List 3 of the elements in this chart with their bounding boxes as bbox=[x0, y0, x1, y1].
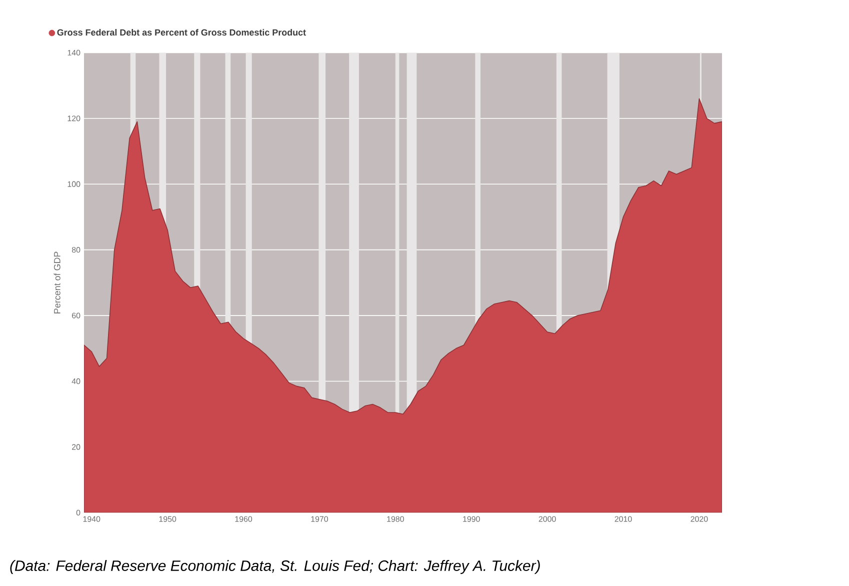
y-axis-title: Percent of GDP bbox=[54, 252, 60, 314]
text: (Data: Federal Reserve Economic Data, St. Louis Fed; Chart: Jeffrey A. Tucker) bbox=[10, 560, 540, 574]
legend-label: Gross Federal Debt as Percent of Gross Domestic Product bbox=[57, 29, 306, 36]
